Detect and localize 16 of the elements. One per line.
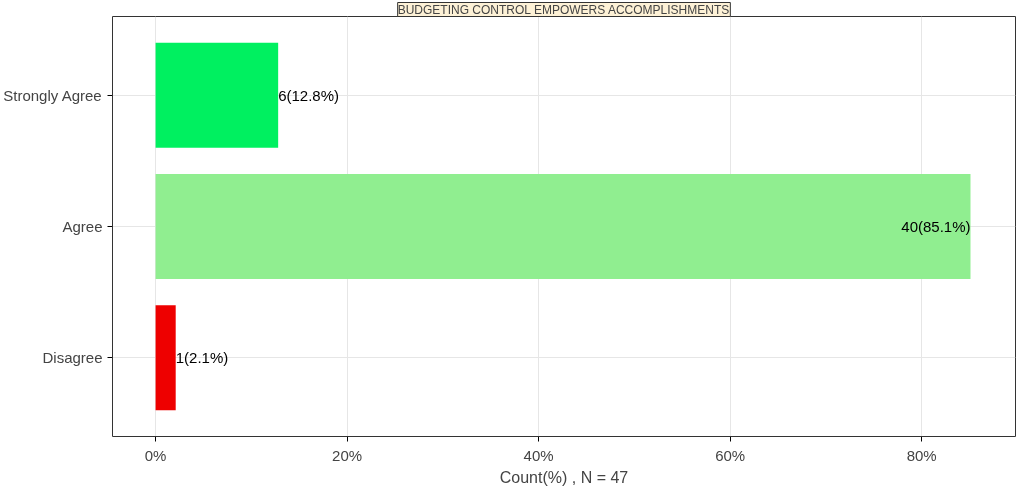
data-label: 40(85.1%): [901, 218, 971, 235]
x-tick-label: 0%: [144, 446, 167, 464]
y-tick-label: Disagree: [42, 349, 103, 367]
x-tick-label: 60%: [715, 446, 746, 464]
bar: [155, 305, 176, 411]
x-tick-label: 80%: [906, 446, 937, 464]
y-tick-label: Agree: [62, 218, 103, 235]
data-label: 1(2.1%): [175, 349, 229, 367]
x-tick-label: 20%: [332, 446, 363, 464]
bar: [155, 42, 279, 148]
y-tick-label: Strongly Agree: [3, 86, 102, 104]
bar: [155, 174, 971, 279]
x-tick-label: 40%: [523, 446, 554, 464]
data-label: 6(12.8%): [278, 86, 340, 104]
chart-title: BUDGETING CONTROL EMPOWERS ACCOMPLISHMENTS: [397, 2, 730, 17]
x-axis-title: Count(%) , N = 47: [499, 468, 629, 486]
